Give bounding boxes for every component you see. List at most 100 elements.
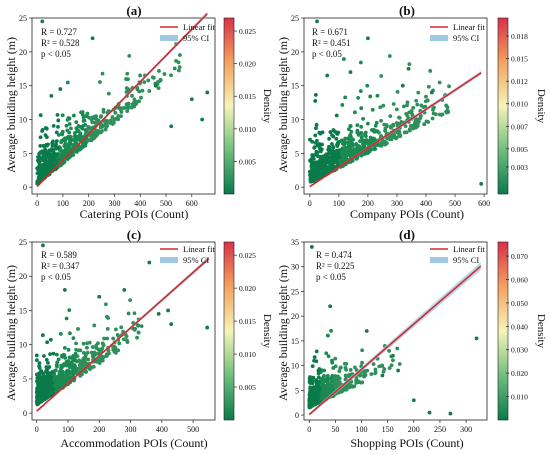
outlier-point	[380, 373, 385, 378]
scatter-point	[81, 341, 86, 346]
scatter-point	[329, 148, 334, 153]
scatter-point	[105, 336, 110, 341]
scatter-point	[335, 155, 340, 160]
scatter-point	[66, 347, 71, 352]
scatter-point	[57, 379, 61, 384]
scatter-point	[162, 72, 167, 76]
scatter-point	[52, 376, 57, 381]
panel-label: (b)	[399, 3, 415, 18]
scatter-point	[104, 352, 109, 357]
scatter-point	[124, 102, 129, 107]
scatter-point	[444, 109, 448, 114]
scatter-point	[357, 380, 361, 385]
scatter-point	[66, 359, 71, 363]
scatter-point	[63, 137, 68, 142]
y-tick-label: 25	[19, 238, 27, 247]
outlier-point	[411, 398, 416, 403]
scatter-point	[52, 383, 57, 388]
scatter-point	[65, 118, 70, 122]
scatter-point	[319, 378, 323, 383]
scatter-point	[313, 177, 318, 181]
scatter-point	[67, 154, 72, 159]
scatter-point	[331, 134, 336, 139]
scatter-point	[329, 152, 334, 157]
x-tick-label: 50	[331, 425, 339, 434]
plot-area: 0 100 200 300 400 500 600 0 5 10 15 20 25	[19, 11, 216, 208]
scatter-point	[93, 352, 97, 357]
scatter-point	[42, 383, 47, 388]
x-axis-label: Accommodation POIs (Count)	[60, 436, 207, 450]
scatter-point	[126, 311, 131, 316]
scatter-point	[157, 68, 161, 73]
scatter-point	[147, 89, 152, 93]
scatter-point	[334, 113, 339, 118]
scatter-point	[90, 345, 95, 349]
scatter-point	[37, 157, 42, 162]
scatter-point	[137, 89, 142, 94]
scatter-point	[65, 373, 70, 378]
x-tick-label: 250	[434, 425, 446, 434]
colorbar-tick-label: 0.005	[511, 145, 528, 154]
x-tick-label: 300	[460, 425, 472, 434]
x-tick-label: 0	[35, 425, 39, 434]
scatter-point	[110, 121, 115, 126]
outlier-point	[366, 36, 370, 41]
scatter-point	[331, 145, 336, 150]
scatter-point	[119, 325, 124, 330]
scatter-point	[45, 143, 49, 148]
scatter-point	[100, 129, 104, 133]
fit-line	[308, 265, 482, 416]
scatter-point	[316, 375, 321, 380]
y-tick-label: 10	[19, 341, 27, 350]
outlier-point	[348, 70, 353, 75]
scatter-point	[38, 113, 43, 118]
scatter-point	[405, 103, 409, 108]
scatter-point	[317, 367, 322, 371]
scatter-point	[38, 143, 43, 148]
plot-frame	[31, 241, 216, 421]
scatter-point	[67, 122, 72, 126]
scatter-point	[401, 104, 406, 109]
scatter-point	[340, 158, 344, 163]
scatter-point	[45, 340, 50, 345]
colorbar-label: Density	[535, 89, 547, 124]
x-tick-label: 400	[420, 199, 432, 208]
scatter-point	[327, 144, 331, 149]
scatter-point	[384, 123, 389, 127]
scatter-point	[48, 154, 52, 158]
scatter-point	[330, 384, 335, 388]
scatter-point	[381, 369, 386, 374]
colorbar-tick-label: 0.010	[511, 100, 528, 109]
scatter-point	[80, 113, 85, 117]
outlier-point	[62, 288, 67, 292]
scatter-point	[48, 352, 52, 357]
scatter-point	[132, 311, 137, 316]
y-tick-label: 15	[291, 82, 299, 91]
legend-ci-swatch	[430, 35, 448, 41]
scatter-point	[54, 142, 58, 147]
stat-p: p < 0.05	[41, 49, 71, 59]
scatter-point	[350, 158, 355, 163]
scatter-point	[355, 123, 360, 128]
scatter-point	[124, 77, 128, 81]
scatter-point	[78, 133, 82, 137]
scatter-point	[142, 80, 147, 85]
scatter-point	[352, 110, 357, 115]
outlier-point	[205, 325, 210, 330]
scatter-point	[383, 129, 388, 133]
scatter-point	[332, 159, 337, 164]
scatter-point	[103, 302, 108, 307]
scatter-point	[330, 358, 334, 363]
scatter-point	[176, 60, 181, 65]
legend-ci-swatch	[160, 257, 178, 263]
colorbar-gradient	[497, 241, 509, 421]
scatter-point	[71, 354, 76, 358]
scatter-point	[124, 86, 129, 91]
scatter-point	[69, 126, 73, 131]
legend-fit-label: Linear fit	[453, 244, 485, 254]
scatter-point	[437, 80, 442, 85]
scatter-point	[48, 386, 52, 391]
legend-ci-label: 95% CI	[183, 255, 209, 265]
scatter-point	[83, 122, 88, 127]
outlier-point	[205, 90, 210, 95]
